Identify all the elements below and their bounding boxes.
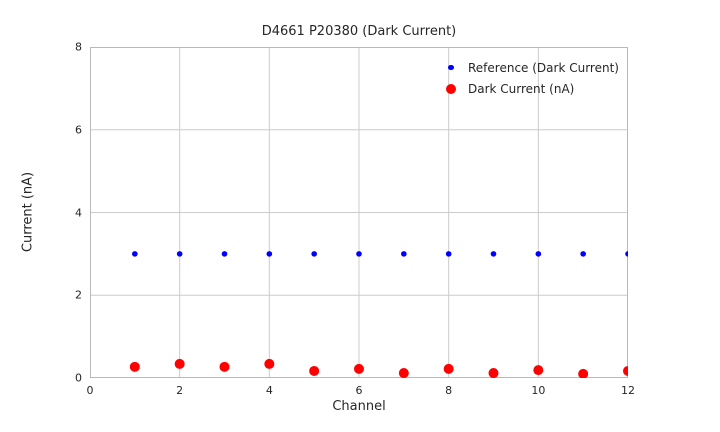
data-point-series-1 <box>174 358 185 369</box>
y-axis-label: Current (nA) <box>20 171 36 253</box>
y-tick-label: 8 <box>75 40 82 54</box>
y-tick-label: 6 <box>75 123 82 137</box>
legend-item: Reference (Dark Current) <box>440 57 619 78</box>
legend-marker-icon <box>448 64 454 71</box>
data-point-series-1 <box>129 361 140 372</box>
y-tick-label: 4 <box>75 206 82 219</box>
plot-canvas <box>90 47 628 378</box>
x-tick-label: 10 <box>531 384 546 397</box>
data-point-series-1 <box>264 358 275 369</box>
legend-label: Reference (Dark Current) <box>468 60 619 75</box>
plot-area: Reference (Dark Current) Dark Current (nA… <box>90 47 628 378</box>
data-point-series-0 <box>266 251 273 257</box>
data-point-series-0 <box>535 251 542 257</box>
x-tick-label: 4 <box>265 384 273 397</box>
data-point-series-1 <box>309 365 320 376</box>
x-tick-label: 12 <box>621 384 635 397</box>
data-point-series-0 <box>311 251 317 257</box>
y-tick-label: 0 <box>75 371 82 385</box>
plot-border <box>90 47 628 378</box>
chart-title: D4661 P20380 (Dark Current) <box>261 24 457 39</box>
data-point-series-1 <box>219 361 230 372</box>
data-point-series-0 <box>132 251 138 257</box>
legend-item: Dark Current (nA) <box>440 78 619 99</box>
data-point-series-0 <box>401 251 407 257</box>
data-point-series-1 <box>354 363 364 374</box>
data-point-series-1 <box>488 368 499 378</box>
data-point-series-1 <box>578 368 589 378</box>
x-tick-label: 8 <box>445 384 453 397</box>
legend-marker-icon <box>446 83 456 94</box>
y-tick-label: 2 <box>75 288 82 302</box>
x-tick-label: 0 <box>86 384 94 397</box>
data-point-series-1 <box>443 363 454 374</box>
legend-marker-box <box>440 83 462 94</box>
data-point-series-1 <box>398 368 409 378</box>
data-point-series-0 <box>221 251 228 257</box>
x-tick-label: 6 <box>355 384 363 397</box>
legend-label: Dark Current (nA) <box>468 81 575 96</box>
legend-marker-box <box>440 64 462 71</box>
x-axis-label: Channel <box>332 399 386 414</box>
x-tick-label: 2 <box>176 384 184 397</box>
data-point-series-0 <box>445 251 452 257</box>
legend: Reference (Dark Current) Dark Current (nA… <box>440 57 619 99</box>
data-point-series-0 <box>356 251 362 257</box>
data-point-series-1 <box>533 365 544 376</box>
data-point-series-0 <box>490 251 497 257</box>
data-point-series-0 <box>580 251 586 257</box>
data-point-series-0 <box>625 251 628 257</box>
data-point-series-0 <box>176 251 183 257</box>
data-point-series-1 <box>623 365 628 376</box>
